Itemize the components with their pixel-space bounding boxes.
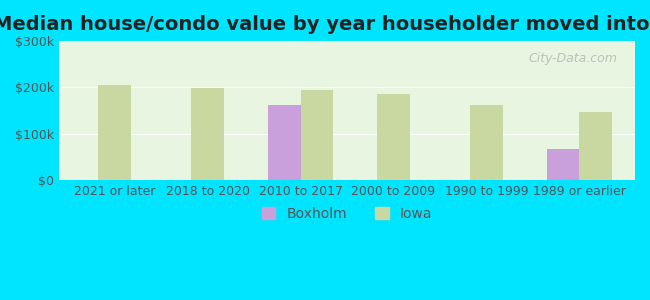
Bar (470, 105, 502, 180)
Bar (300, 90, 333, 180)
Bar (191, 88, 224, 180)
Bar (377, 94, 410, 180)
Bar (268, 105, 300, 180)
Title: Median house/condo value by year householder moved into unit: Median house/condo value by year househo… (0, 15, 650, 34)
Bar (579, 112, 612, 180)
Bar (98, 85, 131, 180)
Bar (547, 149, 579, 180)
Text: City-Data.com: City-Data.com (529, 52, 617, 65)
Legend: Boxholm, Iowa: Boxholm, Iowa (256, 201, 438, 226)
